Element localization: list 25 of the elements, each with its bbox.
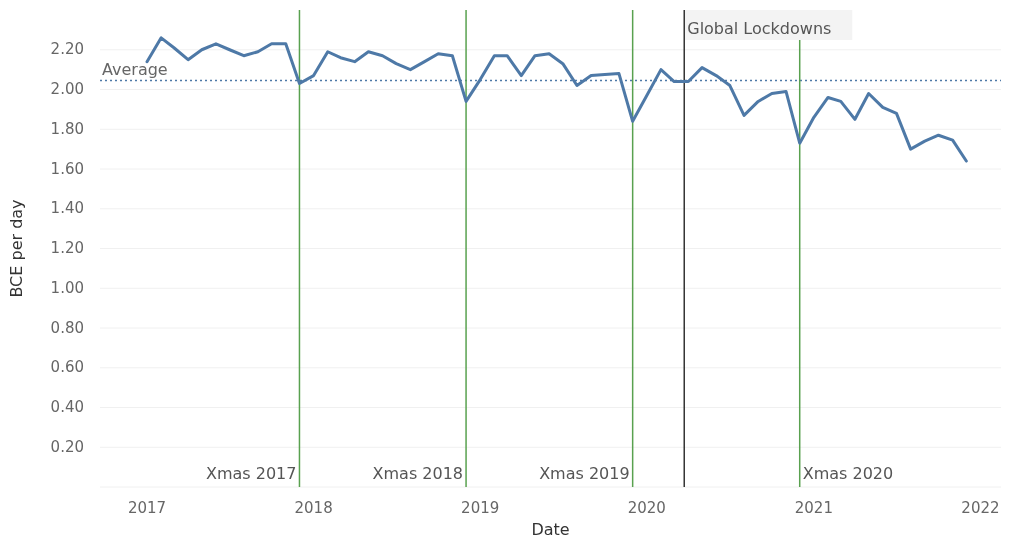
ref-line-label: Xmas 2019 <box>539 464 630 483</box>
x-tick-label: 2020 <box>627 499 666 517</box>
ref-line-label: Global Lockdowns <box>687 19 832 38</box>
y-tick-label: 1.20 <box>50 239 84 257</box>
ref-line-label: Xmas 2020 <box>802 464 894 483</box>
x-tick-label: 2019 <box>461 499 500 517</box>
y-axis-title: BCE per day <box>7 199 26 298</box>
x-tick-label: 2017 <box>127 499 167 517</box>
y-tick-label: 0.40 <box>50 398 84 416</box>
y-tick-label: 1.60 <box>50 159 84 178</box>
y-tick-label: 1.40 <box>50 199 84 218</box>
y-tick-label: 1.80 <box>50 119 84 138</box>
x-axis-title: Date <box>531 520 570 539</box>
y-tick-label: 0.80 <box>50 318 84 337</box>
y-tick-label: 0.20 <box>50 437 84 456</box>
x-tick-label: 2018 <box>294 499 333 517</box>
y-tick-label: 2.20 <box>50 40 84 59</box>
y-tick-label: 1.00 <box>50 278 84 297</box>
ref-line-label: Xmas 2017 <box>205 464 297 483</box>
x-tick-label: 2022 <box>961 499 1000 517</box>
y-tick-label: 2.00 <box>50 80 84 98</box>
ref-line-label: Average <box>102 59 168 79</box>
y-tick-label: 0.60 <box>50 358 84 377</box>
ref-line-label: Xmas 2018 <box>372 464 464 483</box>
x-tick-label: 2021 <box>794 499 833 517</box>
